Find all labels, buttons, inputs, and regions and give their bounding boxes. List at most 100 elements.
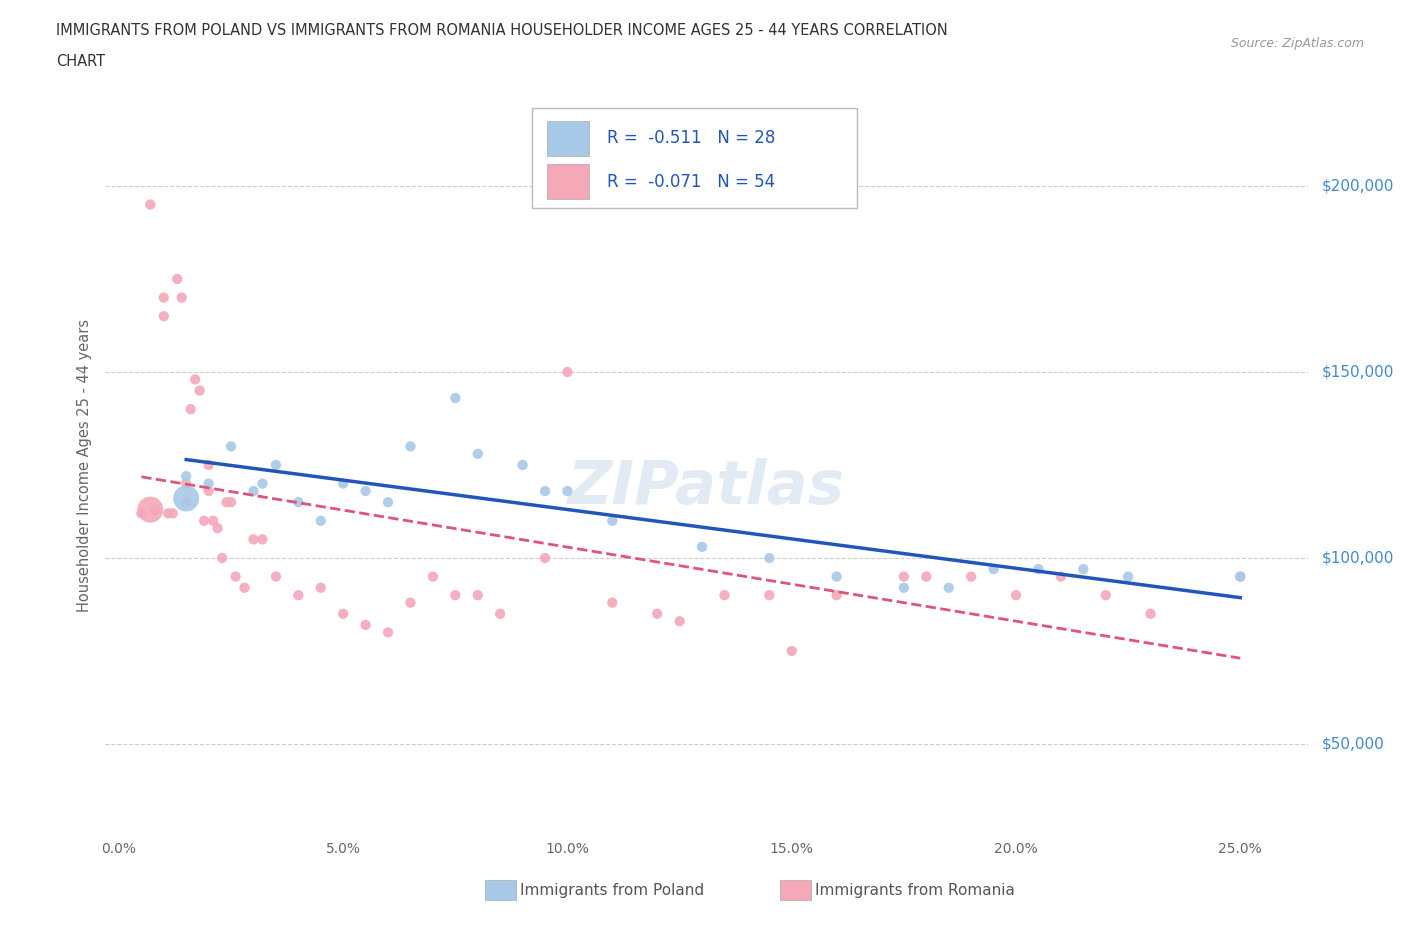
- Text: Immigrants from Poland: Immigrants from Poland: [520, 883, 704, 897]
- Point: [174, 491, 197, 506]
- Point: [399, 595, 422, 610]
- Text: $200,000: $200,000: [1322, 179, 1393, 193]
- Point: [193, 513, 215, 528]
- Point: [139, 197, 162, 212]
- Point: [162, 506, 184, 521]
- Text: IMMIGRANTS FROM POLAND VS IMMIGRANTS FROM ROMANIA HOUSEHOLDER INCOME AGES 25 - 4: IMMIGRANTS FROM POLAND VS IMMIGRANTS FRO…: [56, 23, 948, 38]
- Point: [444, 588, 467, 603]
- Point: [467, 446, 489, 461]
- Point: [915, 569, 938, 584]
- Text: R =  -0.511   N = 28: R = -0.511 N = 28: [607, 129, 775, 147]
- Point: [983, 562, 1005, 577]
- Point: [174, 495, 197, 510]
- Point: [690, 539, 713, 554]
- Point: [152, 290, 174, 305]
- Point: [489, 606, 512, 621]
- Point: [354, 618, 377, 632]
- Point: [202, 513, 225, 528]
- Point: [309, 580, 332, 595]
- Point: [668, 614, 690, 629]
- Point: [602, 595, 624, 610]
- Point: [215, 495, 238, 510]
- Point: [645, 606, 668, 621]
- Point: [166, 272, 188, 286]
- Point: [780, 644, 803, 658]
- Point: [242, 532, 264, 547]
- Point: [252, 476, 274, 491]
- Point: [225, 569, 247, 584]
- Text: ZIPatlas: ZIPatlas: [568, 458, 845, 517]
- Point: [174, 469, 197, 484]
- Y-axis label: Householder Income Ages 25 - 44 years: Householder Income Ages 25 - 44 years: [77, 318, 93, 612]
- Point: [534, 551, 557, 565]
- Point: [758, 551, 780, 565]
- Point: [557, 365, 579, 379]
- Point: [1139, 606, 1161, 621]
- Text: R =  -0.071   N = 54: R = -0.071 N = 54: [607, 173, 775, 191]
- Point: [332, 476, 354, 491]
- Text: $150,000: $150,000: [1322, 365, 1393, 379]
- Point: [170, 290, 193, 305]
- Text: Immigrants from Romania: Immigrants from Romania: [815, 883, 1015, 897]
- Point: [893, 580, 915, 595]
- Point: [1229, 569, 1251, 584]
- Point: [1116, 569, 1139, 584]
- Point: [1028, 562, 1050, 577]
- Point: [174, 476, 197, 491]
- Point: [233, 580, 256, 595]
- Point: [197, 484, 219, 498]
- Point: [287, 588, 309, 603]
- FancyBboxPatch shape: [547, 164, 589, 199]
- Point: [143, 502, 166, 517]
- Point: [758, 588, 780, 603]
- Point: [197, 476, 219, 491]
- Point: [1005, 588, 1028, 603]
- Point: [219, 439, 242, 454]
- Point: [377, 625, 399, 640]
- Point: [287, 495, 309, 510]
- FancyBboxPatch shape: [547, 121, 589, 156]
- Point: [512, 458, 534, 472]
- Point: [938, 580, 960, 595]
- Point: [960, 569, 983, 584]
- Point: [354, 484, 377, 498]
- Point: [377, 495, 399, 510]
- Point: [399, 439, 422, 454]
- Point: [557, 484, 579, 498]
- Point: [1229, 569, 1251, 584]
- Text: $50,000: $50,000: [1322, 737, 1385, 751]
- Point: [180, 402, 202, 417]
- Point: [184, 372, 207, 387]
- Point: [1050, 569, 1073, 584]
- Point: [264, 458, 287, 472]
- Point: [534, 484, 557, 498]
- Point: [309, 513, 332, 528]
- Point: [157, 506, 180, 521]
- Point: [252, 532, 274, 547]
- Point: [825, 569, 848, 584]
- Point: [444, 391, 467, 405]
- Point: [131, 506, 153, 521]
- Point: [139, 502, 162, 517]
- Point: [197, 458, 219, 472]
- Point: [825, 588, 848, 603]
- Point: [264, 569, 287, 584]
- Text: CHART: CHART: [56, 54, 105, 69]
- Point: [467, 588, 489, 603]
- Point: [1071, 562, 1094, 577]
- Point: [1094, 588, 1116, 603]
- FancyBboxPatch shape: [533, 108, 856, 208]
- Point: [602, 513, 624, 528]
- Text: Source: ZipAtlas.com: Source: ZipAtlas.com: [1230, 37, 1364, 50]
- Point: [207, 521, 229, 536]
- Point: [713, 588, 735, 603]
- Point: [242, 484, 264, 498]
- Point: [893, 569, 915, 584]
- Text: $100,000: $100,000: [1322, 551, 1393, 565]
- Point: [332, 606, 354, 621]
- Point: [152, 309, 174, 324]
- Point: [211, 551, 233, 565]
- Point: [219, 495, 242, 510]
- Point: [422, 569, 444, 584]
- Point: [188, 383, 211, 398]
